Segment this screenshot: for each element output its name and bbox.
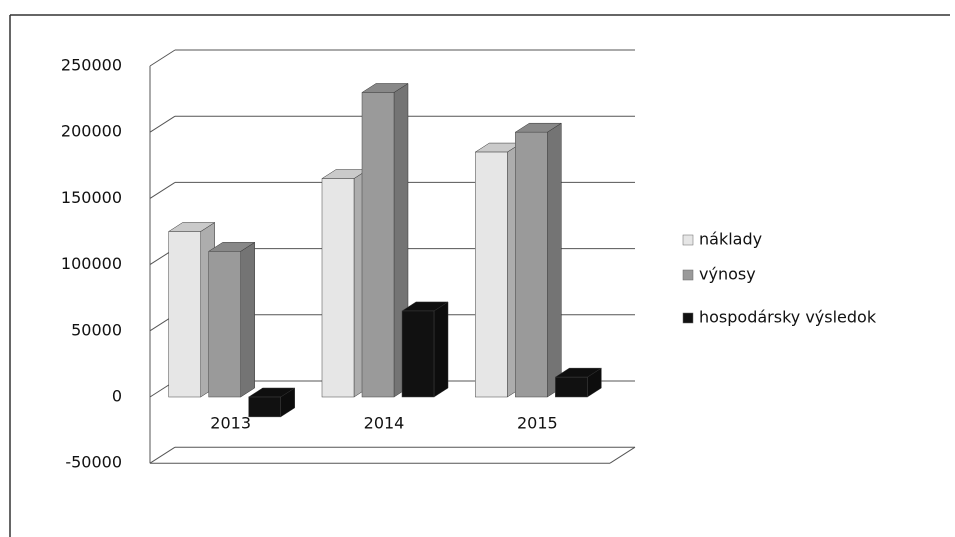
bar-side (433, 301, 449, 398)
bar (207, 241, 256, 398)
bar (321, 169, 369, 398)
x-tick-label: 2014 (364, 414, 405, 433)
x-tick-label: 2013 (210, 414, 251, 433)
bar-front (208, 251, 241, 398)
floor-side (609, 446, 636, 464)
legend-label: výnosy (699, 265, 756, 284)
grid-line (149, 49, 635, 67)
bar-side (547, 122, 562, 398)
y-tick-label: 200000 (61, 122, 122, 141)
grid-side (149, 49, 176, 67)
bar (247, 387, 296, 418)
y-tick-label: 0 (112, 387, 122, 406)
bar-front (401, 310, 435, 398)
grid-side (149, 446, 176, 464)
bar-front (555, 376, 588, 398)
bar-front (475, 151, 508, 398)
bar-front (168, 231, 201, 398)
legend-swatch (682, 312, 694, 324)
bar-front (248, 396, 281, 418)
bar (474, 142, 523, 398)
y-tick-label: 250000 (61, 56, 122, 75)
y-tick-label: 150000 (61, 188, 122, 207)
y-tick-label: 50000 (71, 320, 122, 339)
legend-swatch (682, 234, 694, 246)
legend-label: hospodársky výsledok (699, 308, 877, 327)
bar-side (240, 241, 255, 398)
grid-side (149, 181, 176, 199)
legend-swatch (682, 269, 694, 281)
grid-side (149, 115, 176, 133)
y-tick-label: 100000 (61, 254, 122, 273)
bar (514, 122, 563, 398)
bar-front (515, 131, 548, 398)
x-tick-label: 2015 (517, 414, 558, 433)
bar-front (361, 92, 395, 398)
legend-label: náklady (699, 230, 762, 249)
bar-front (321, 178, 355, 398)
y-tick-label: -50000 (65, 453, 122, 472)
grid-line (149, 446, 635, 464)
bar (401, 301, 449, 398)
bar (167, 222, 216, 398)
bar (554, 367, 603, 398)
bar (361, 83, 409, 398)
